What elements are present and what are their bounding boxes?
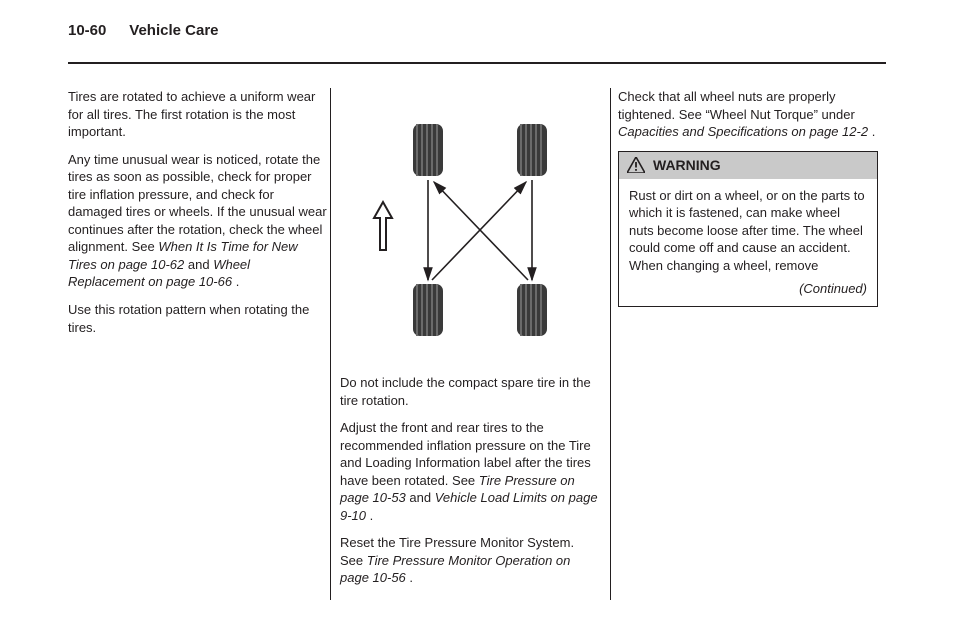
- tire-rear-right: [517, 284, 547, 336]
- tire-front-left: [413, 124, 443, 176]
- warning-box: WARNING Rust or dirt on a wheel, or on t…: [618, 151, 878, 307]
- column-divider-2: [610, 88, 611, 600]
- col3-p1-lead: Check that all wheel nuts are properly t…: [618, 89, 855, 122]
- warning-triangle-icon: [627, 157, 645, 173]
- tire-rotation-figure: [350, 100, 590, 360]
- col1-para-3: Use this rotation pattern when rotating …: [68, 301, 328, 336]
- tire-rear-left: [413, 284, 443, 336]
- manual-page: 10-60 Vehicle Care Tires are rotated to …: [0, 0, 954, 636]
- column-1: Tires are rotated to achieve a uniform w…: [68, 88, 328, 346]
- warning-text: Rust or dirt on a wheel, or on the parts…: [629, 188, 865, 273]
- col2-para-3: Reset the Tire Pressure Monitor System. …: [340, 534, 600, 587]
- page-header: 10-60 Vehicle Care: [68, 22, 886, 60]
- tire-rotation-svg: [350, 100, 590, 360]
- front-direction-arrow-icon: [374, 202, 392, 250]
- column-2: Do not include the compact spare tire in…: [340, 88, 600, 597]
- warning-header: WARNING: [619, 152, 877, 179]
- header-rule: [68, 62, 886, 64]
- col3-para-1: Check that all wheel nuts are properly t…: [618, 88, 878, 141]
- col1-para-1: Tires are rotated to achieve a uniform w…: [68, 88, 328, 141]
- col2-para-2: Adjust the front and rear tires to the r…: [340, 419, 600, 524]
- section-title: Vehicle Care: [129, 22, 218, 39]
- tire-front-right: [517, 124, 547, 176]
- warning-body: Rust or dirt on a wheel, or on the parts…: [619, 179, 877, 306]
- col3-p1-link: Capacities and Specifications on page 12…: [618, 124, 868, 139]
- col2-para-1: Do not include the compact spare tire in…: [340, 374, 600, 409]
- col1-para-2: Any time unusual wear is noticed, rotate…: [68, 151, 328, 291]
- col3-p1-end: .: [872, 124, 876, 139]
- column-3: Check that all wheel nuts are properly t…: [618, 88, 878, 307]
- col2-p2-end: .: [370, 508, 374, 523]
- warning-continued: (Continued): [799, 281, 867, 296]
- col2-p2-mid: and: [409, 490, 434, 505]
- warning-label: WARNING: [653, 156, 721, 175]
- arrow-rr-to-fl: [434, 182, 528, 280]
- page-number: 10-60: [68, 22, 106, 39]
- col1-p2-mid: and: [188, 257, 213, 272]
- col1-p2-end: .: [236, 274, 240, 289]
- col2-p3-link: Tire Pressure Monitor Operation on page …: [340, 553, 570, 586]
- column-divider-1: [330, 88, 331, 600]
- arrow-rl-to-fr: [432, 182, 526, 280]
- col2-p3-end: .: [409, 570, 413, 585]
